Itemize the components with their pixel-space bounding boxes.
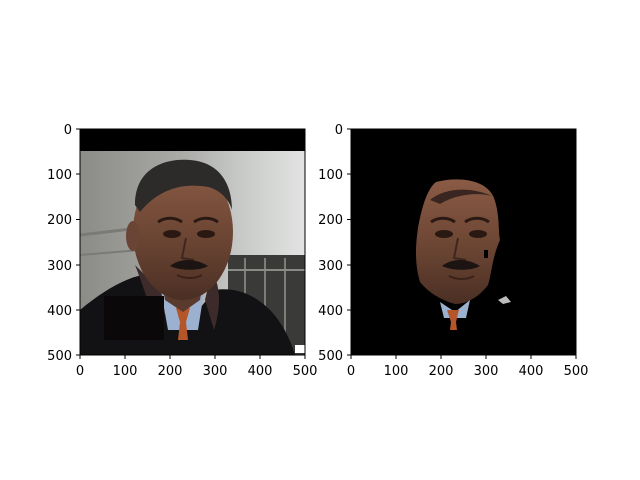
tie [447,310,459,330]
y-tick-label: 200 [47,213,72,228]
occlusion-patch [104,296,164,340]
y-tick-label: 200 [318,213,343,228]
left-axes [79,128,306,356]
y-tick-label: 500 [47,349,72,364]
mouth [176,274,203,279]
y-tick-label: 400 [47,304,72,319]
x-tick-label: 400 [519,364,544,379]
wall-ledge [80,249,141,256]
shirt-collar [440,300,470,318]
tie [176,308,190,340]
x-tick-label: 0 [76,364,84,379]
x-tick-label: 500 [564,364,589,379]
x-tick-label: 200 [158,364,183,379]
x-tick-label: 100 [384,364,409,379]
left-x-ticks: 0 100 200 300 400 500 [76,355,318,379]
y-tick-label: 300 [47,259,72,274]
right-x-ticks: 0 100 200 300 400 500 [347,355,589,379]
mustache [170,260,208,270]
mustache [442,260,480,270]
shirt-collar [160,285,205,330]
x-tick-label: 300 [203,364,228,379]
y-tick-label: 100 [47,168,72,183]
corner-highlight [295,345,305,353]
x-tick-label: 100 [113,364,138,379]
y-tick-label: 0 [335,123,343,138]
masked-hairline [430,189,492,204]
y-tick-label: 100 [318,168,343,183]
right-y-ticks: 0 100 200 300 400 500 [318,123,351,364]
right-axes [350,128,577,356]
eyebrow [193,216,219,224]
mask-hole [484,250,488,258]
ear [126,221,140,251]
hair [135,159,232,212]
x-tick-label: 400 [248,364,273,379]
eye [197,230,215,238]
right-image [351,129,576,355]
x-tick-label: 200 [429,364,454,379]
eyebrow [430,216,456,224]
nose [180,237,195,261]
left-axes-frame [79,128,306,356]
y-tick-label: 500 [318,349,343,364]
x-tick-label: 0 [347,364,355,379]
stray-fragment [498,296,511,304]
nose [452,237,467,261]
right-axes-frame [350,128,577,356]
eyebrow [157,216,183,224]
x-tick-label: 300 [474,364,499,379]
eyebrow [464,216,490,224]
y-tick-label: 0 [64,123,72,138]
left-image [80,129,305,355]
eye [163,230,181,238]
eye [435,230,453,238]
mouth [448,275,475,280]
left-y-ticks: 0 100 200 300 400 500 [47,123,80,364]
x-tick-label: 500 [293,364,318,379]
y-tick-label: 300 [318,259,343,274]
eye [469,230,487,238]
y-tick-label: 400 [318,304,343,319]
